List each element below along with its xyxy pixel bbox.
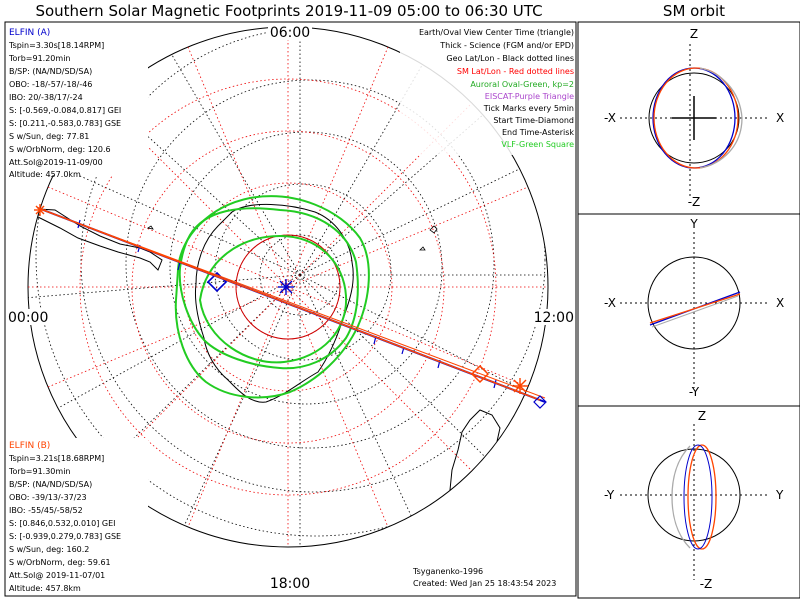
elfin-a-info: ELFIN (A) Tspin=3.30s[18.14RPM] Torb=91.… [6,25,148,179]
polar-clock-labels: 06:00 00:00 12:00 18:00 [6,24,574,592]
elfin-a-line: Torb=91.20min [8,54,70,63]
sm-axis-label: -X [604,111,616,125]
legend-item: End Time-Asterisk [502,128,574,137]
legend-item: Geo Lat/Lon - Black dotted lines [446,54,574,63]
sm-axis-label: -Y [689,385,700,399]
elfin-b-end-asterisk [512,378,528,394]
elfin-a-line: S: [0.211,-0.583,0.783] GSE [9,119,121,128]
legend-item: Tick Marks every 5min [483,104,574,113]
elfin-b-track [34,204,547,409]
sm-axis-label: Z [690,27,698,41]
legend-item: Start Time-Diamond [493,116,574,125]
elfin-a-line: Altitude: 457.0km [9,170,81,179]
new-zealand-coastline [449,409,501,501]
page-title: Southern Solar Magnetic Footprints 2019-… [35,2,543,20]
label-1200: 12:00 [534,310,574,326]
elfin-b-line: S: [-0.939,0.279,0.783] GSE [9,532,121,541]
auroral-oval-inner [174,195,370,399]
elfin-b-line: B/SP: (NA/ND/SD/SA) [9,480,92,489]
sm-axis-label: -X [604,296,616,310]
elfin-b-line: S w/OrbNorm, deg: 59.61 [9,558,111,567]
sm-axis-label: X [776,111,784,125]
legend-item: EISCAT-Purple Triangle [485,92,574,101]
elfin-a-line: Att.Sol@2019-11-09/00 [9,158,103,167]
sm-inner-circle [235,234,341,340]
elfin-b-line: Tspin=3.21s[18.68RPM] [8,454,104,463]
elfin-b-line: Altitude: 457.8km [9,584,81,593]
sm-axis-label: -Z [700,577,713,591]
elfin-a-line: S: [-0.569,-0.084,0.817] GEI [9,106,121,115]
elfin-a-line: S w/Sun, deg: 77.81 [9,132,89,141]
elfin-a-line: Tspin=3.30s[18.14RPM] [8,41,104,50]
antarctica-coastline [195,204,354,403]
elfin-a-line: OBO: -18/-57/-18/-46 [9,80,92,89]
sm-axis-label: -Y [604,488,615,502]
sm-axis-label: Y [689,217,698,231]
legend-item: Thick - Science (FGM and/or EPD) [439,41,574,50]
map-frame [4,21,577,597]
elfin-b-header: ELFIN (B) [9,441,50,451]
sm-axis-label: Z [698,409,706,423]
sm-axis-label: X [776,296,784,310]
legend: Earth/Oval View Center Time (triangle) T… [400,25,575,155]
elfin-b-line: Torb=91.30min [8,467,70,476]
elfin-a-line: IBO: 20/-38/17/-24 [9,93,83,102]
elfin-a-center-asterisk [278,279,294,295]
sm-panel-yz: Z -Z -Y Y [604,409,784,591]
sm-panel-xy: Y -Y -X X [604,217,784,399]
auroral-oval-center [198,234,348,364]
sm-panel-xz: Z -Z -X X [604,27,784,209]
elfin-b-line: Att.Sol@ 2019-11-07/01 [9,571,105,580]
auroral-oval-outer [178,207,359,370]
credits-author: Tsyganenko-1996 [412,567,483,576]
elfin-b-info: ELFIN (B) Tspin=3.21s[18.68RPM] Torb=91.… [6,438,148,594]
island-coastlines [146,225,438,251]
elfin-a-end-diamond [533,395,547,409]
legend-item: SM Lat/Lon - Red dotted lines [457,67,574,76]
legend-item: Auroral Oval-Green, kp=2 [470,80,574,89]
legend-item: VLF-Green Square [501,140,574,149]
south-america-coastline [28,207,163,271]
legend-item: Earth/Oval View Center Time (triangle) [419,28,574,37]
elfin-a-line: B/SP: (NA/ND/SD/SA) [9,67,92,76]
sm-panel-yz-frame [577,405,800,599]
credits-created: Created: Wed Jan 25 18:43:54 2023 [413,579,556,588]
elfin-b-line: OBO: -39/13/-37/23 [9,493,87,502]
sm-axis-label: Y [775,488,784,502]
sm-axis-label: -Z [688,195,701,209]
label-0000: 00:00 [8,310,48,326]
credits: Tsyganenko-1996 Created: Wed Jan 25 18:4… [410,564,575,594]
elfin-b-line: S: [0.846,0.532,0.010] GEI [9,519,116,528]
elfin-b-line: IBO: -55/45/-58/52 [9,506,83,515]
elfin-b-start-diamond [470,364,490,384]
elfin-a-line: S w/OrbNorm, deg: 120.6 [9,145,111,154]
elfin-a-header: ELFIN (A) [9,28,50,38]
label-1800: 18:00 [270,576,310,592]
elfin-b-asterisk-west [34,204,46,216]
label-0600: 06:00 [270,25,310,41]
sm-orbit-title: SM orbit [662,2,726,20]
elfin-b-line: S w/Sun, deg: 160.2 [9,545,89,554]
